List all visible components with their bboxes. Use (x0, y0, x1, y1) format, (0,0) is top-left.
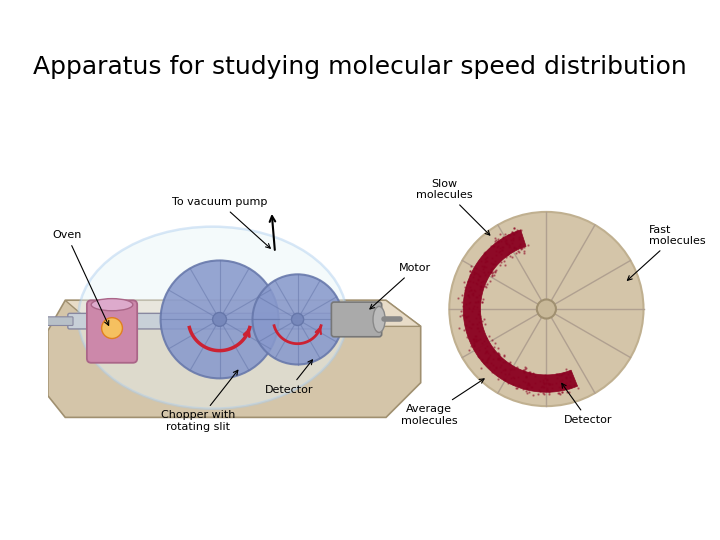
FancyBboxPatch shape (87, 300, 138, 363)
Text: Oven: Oven (53, 231, 109, 325)
Circle shape (449, 212, 644, 406)
Text: Slow
molecules: Slow molecules (415, 179, 490, 235)
Text: Chopper with
rotating slit: Chopper with rotating slit (161, 370, 238, 432)
Text: Detector: Detector (562, 383, 612, 425)
Circle shape (161, 260, 279, 379)
Text: Fast
molecules: Fast molecules (627, 225, 706, 280)
Polygon shape (463, 230, 577, 392)
Ellipse shape (102, 318, 122, 339)
FancyBboxPatch shape (331, 302, 382, 337)
Ellipse shape (373, 306, 385, 333)
Text: Apparatus for studying molecular speed distribution: Apparatus for studying molecular speed d… (33, 55, 687, 79)
Circle shape (292, 313, 304, 326)
FancyBboxPatch shape (47, 317, 73, 326)
Text: Average
molecules: Average molecules (401, 379, 484, 426)
Text: To vacuum pump: To vacuum pump (172, 198, 270, 248)
Text: Motor: Motor (370, 264, 431, 309)
Text: Detector: Detector (265, 360, 313, 395)
FancyBboxPatch shape (68, 313, 374, 329)
Ellipse shape (91, 299, 133, 310)
Circle shape (537, 300, 556, 319)
Circle shape (212, 313, 227, 326)
Polygon shape (48, 300, 420, 417)
Circle shape (253, 274, 343, 364)
Ellipse shape (78, 227, 347, 409)
Polygon shape (66, 300, 420, 326)
